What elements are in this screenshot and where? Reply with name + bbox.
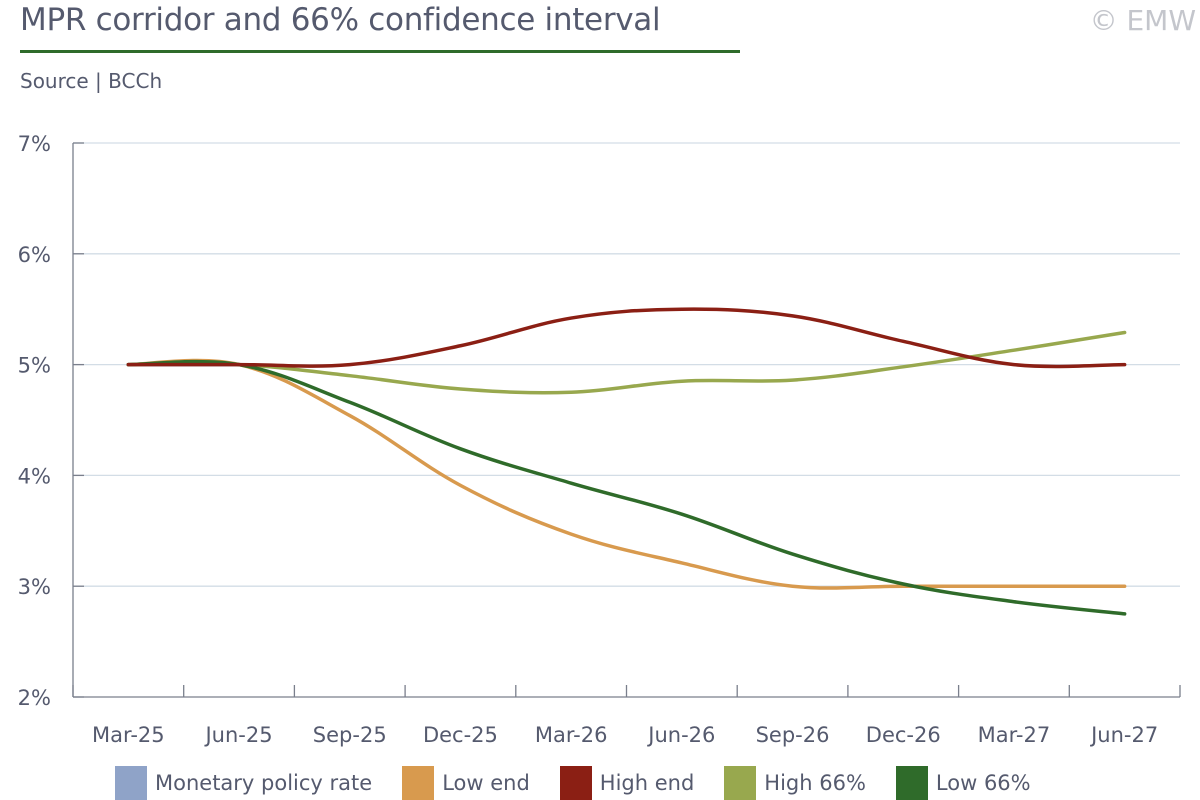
x-tick-label: Jun-25	[203, 723, 272, 747]
y-tick-label: 2%	[18, 686, 51, 710]
x-tick-label: Sep-25	[313, 723, 387, 747]
series-line-low-end	[126, 358, 1127, 590]
legend-item-low-66: Low 66%	[895, 766, 1031, 800]
series-line-high-66	[126, 330, 1127, 395]
legend-swatch	[895, 766, 928, 800]
legend-swatch	[724, 766, 757, 800]
legend-swatch	[115, 766, 147, 800]
series-line-low-66	[126, 359, 1127, 616]
legend-label: Low end	[442, 771, 530, 795]
legend-swatch	[559, 766, 592, 800]
x-tick-label: Mar-26	[535, 723, 608, 747]
x-tick-label: Jun-27	[1089, 723, 1158, 747]
x-tick-label: Mar-27	[978, 723, 1051, 747]
x-tick-label: Jun-26	[646, 723, 715, 747]
y-tick-label: 4%	[18, 464, 51, 488]
y-tick-label: 6%	[18, 243, 51, 267]
legend-label: Low 66%	[935, 771, 1031, 795]
x-tick-label: Dec-26	[866, 723, 941, 747]
copyright-label: © EMW	[1089, 4, 1196, 37]
source-label: Source | BCCh	[20, 69, 163, 93]
legend-label: High end	[599, 771, 695, 795]
x-tick-label: Dec-25	[423, 723, 498, 747]
legend-item-low-end: Low end	[402, 766, 530, 800]
x-tick-label: Sep-26	[756, 723, 830, 747]
chart-title: MPR corridor and 66% confidence interval	[20, 2, 661, 38]
y-tick-label: 3%	[18, 575, 51, 599]
legend-label: High 66%	[764, 771, 866, 795]
legend-item-high-66: High 66%	[724, 766, 866, 800]
title-underline	[20, 50, 740, 53]
chart-legend: Monetary policy rate Low end High end High …	[115, 766, 1061, 800]
x-tick-label: Mar-25	[92, 723, 165, 747]
y-tick-label: 7%	[18, 132, 51, 156]
legend-item-high-end: High end	[559, 766, 695, 800]
y-tick-label: 5%	[18, 354, 51, 378]
series-line-high-end	[126, 307, 1127, 369]
legend-label: Monetary policy rate	[155, 771, 373, 795]
legend-swatch	[402, 766, 435, 800]
legend-item-monetary-policy-rate: Monetary policy rate	[115, 766, 372, 800]
